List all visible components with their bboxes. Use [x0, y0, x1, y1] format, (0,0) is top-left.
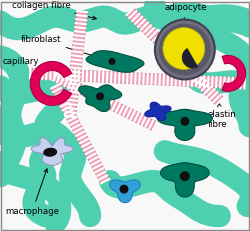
Polygon shape	[110, 180, 140, 203]
Polygon shape	[126, 8, 224, 105]
Text: macrophage: macrophage	[5, 169, 59, 216]
Polygon shape	[30, 61, 72, 105]
Text: adipocyte: adipocyte	[165, 3, 208, 23]
Circle shape	[163, 27, 205, 70]
Circle shape	[180, 171, 190, 181]
Polygon shape	[53, 72, 157, 131]
Polygon shape	[160, 163, 209, 197]
Circle shape	[96, 92, 104, 100]
Wedge shape	[182, 48, 198, 68]
Ellipse shape	[43, 148, 57, 157]
Circle shape	[155, 20, 215, 79]
Circle shape	[180, 117, 189, 126]
Polygon shape	[65, 11, 88, 117]
Text: collagen fibre: collagen fibre	[12, 1, 96, 20]
Text: capillary: capillary	[2, 57, 39, 74]
Text: fibroblast: fibroblast	[20, 35, 101, 59]
Polygon shape	[145, 102, 171, 121]
Circle shape	[108, 58, 116, 65]
Polygon shape	[30, 68, 245, 89]
Polygon shape	[31, 138, 73, 165]
Circle shape	[120, 185, 128, 194]
Polygon shape	[222, 55, 246, 91]
Polygon shape	[51, 84, 110, 183]
Text: elastin
fibre: elastin fibre	[208, 103, 236, 129]
Polygon shape	[79, 85, 122, 112]
Circle shape	[159, 24, 211, 76]
Polygon shape	[86, 51, 144, 72]
Polygon shape	[157, 109, 212, 140]
